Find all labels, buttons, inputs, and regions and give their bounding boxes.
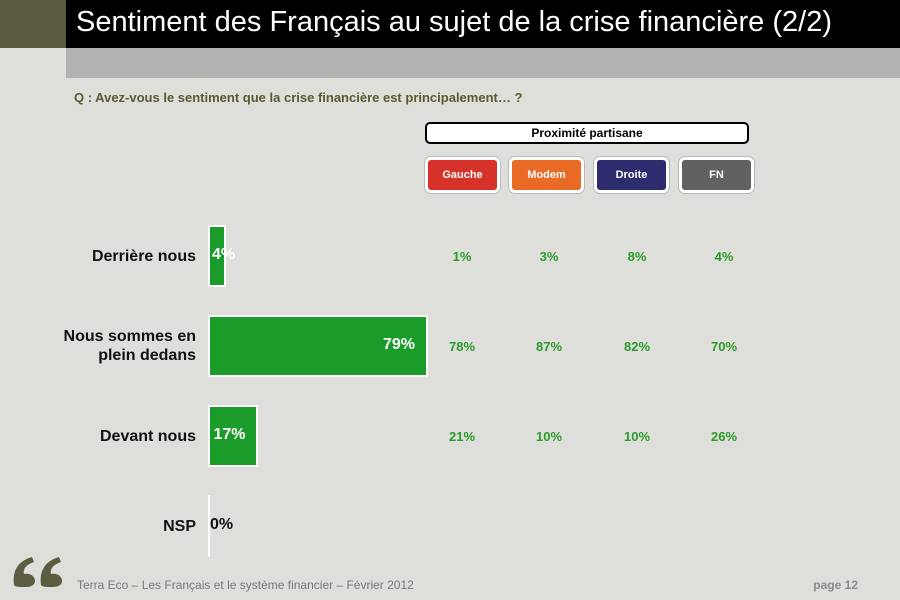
party-droite-value: 82%: [623, 339, 651, 354]
category-label: Nous sommes en plein dedans: [64, 327, 196, 365]
bar-value-label: 4%: [212, 246, 236, 263]
party-gauche-value: 21%: [448, 429, 476, 444]
party-fn-value: 70%: [710, 339, 738, 354]
category-label-line: Derrière nous: [91, 247, 196, 265]
party-gauche-value: 78%: [448, 339, 476, 354]
category-label: Devant nous: [100, 427, 196, 446]
party-modem-value: 10%: [535, 429, 563, 444]
page-number: page 12: [813, 578, 858, 592]
party-droite-value: 10%: [623, 429, 651, 444]
question-text: Q : Avez-vous le sentiment que la crise …: [74, 90, 523, 105]
category-label: Derrière nous: [92, 247, 196, 266]
header-band: [66, 48, 900, 78]
party-fn-value: 26%: [710, 429, 738, 444]
category-label-line: Devant nous: [99, 427, 196, 445]
party-modem-value: 3%: [539, 249, 559, 264]
party-fn-value: 4%: [714, 249, 734, 264]
party-fn-badge: FN: [679, 157, 754, 193]
footer-source: Terra Eco – Les Français et le système f…: [77, 578, 414, 592]
party-droite-badge: Droite: [594, 157, 669, 193]
title-bar: Sentiment des Français au sujet de la cr…: [66, 0, 900, 48]
bar-value-label: 17%: [213, 426, 246, 443]
zero-bar-line: [208, 495, 210, 557]
category-label-line: Nous sommes en: [63, 328, 196, 345]
party-modem-badge: Modem: [509, 157, 584, 193]
party-gauche-badge: Gauche: [425, 157, 500, 193]
bar-value-label: 79%: [383, 336, 416, 353]
bar-value-label: 0%: [210, 516, 234, 533]
proximite-header: Proximité partisane: [425, 122, 749, 144]
quote-mark-icon: [13, 557, 62, 587]
bar: [208, 315, 428, 377]
category-label-line: NSP: [163, 517, 196, 535]
bar: [208, 225, 226, 287]
bar: [208, 405, 259, 467]
party-gauche-value: 1%: [452, 249, 472, 264]
party-modem-value: 87%: [535, 339, 563, 354]
category-label-line: plein dedans: [98, 347, 196, 364]
party-droite-value: 8%: [627, 249, 647, 264]
title-accent-block: [0, 0, 66, 48]
page-title: Sentiment des Français au sujet de la cr…: [76, 6, 832, 38]
category-label: NSP: [163, 517, 196, 536]
